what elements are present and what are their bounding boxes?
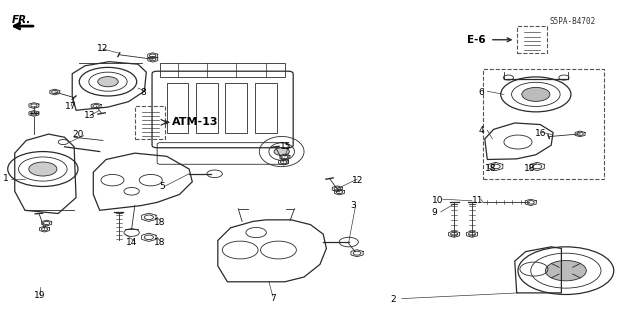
Text: 1: 1	[3, 174, 9, 183]
Text: 15: 15	[280, 142, 292, 151]
Text: 13: 13	[84, 111, 95, 120]
Circle shape	[545, 261, 586, 281]
Circle shape	[98, 77, 118, 87]
Text: E-6: E-6	[467, 35, 486, 45]
Text: 14: 14	[126, 238, 137, 247]
Text: FR.: FR.	[12, 15, 31, 26]
Text: 3: 3	[351, 201, 356, 210]
Text: 16: 16	[534, 129, 546, 138]
Text: 17: 17	[65, 102, 76, 111]
Bar	[167, 83, 188, 132]
Text: S5PA-B4702: S5PA-B4702	[550, 17, 596, 26]
Text: 7: 7	[270, 294, 276, 303]
Text: 9: 9	[432, 208, 438, 217]
Text: 4: 4	[478, 126, 484, 135]
Bar	[225, 83, 247, 132]
Circle shape	[274, 148, 289, 155]
Text: 18: 18	[154, 238, 166, 247]
Bar	[161, 63, 285, 77]
Text: 11: 11	[472, 196, 483, 205]
Circle shape	[522, 87, 550, 101]
Bar	[255, 83, 276, 132]
Text: 20: 20	[72, 130, 84, 139]
Text: 10: 10	[432, 196, 444, 205]
Text: 5: 5	[159, 182, 165, 191]
Text: 18: 18	[524, 164, 536, 173]
Text: 8: 8	[140, 88, 146, 97]
Text: ATM-13: ATM-13	[172, 117, 218, 127]
Text: 6: 6	[478, 88, 484, 97]
Text: 12: 12	[97, 44, 108, 53]
Bar	[196, 83, 218, 132]
Text: 2: 2	[390, 295, 396, 304]
Text: 18: 18	[154, 218, 166, 227]
Circle shape	[29, 162, 57, 176]
Text: 12: 12	[352, 176, 364, 185]
Text: 19: 19	[34, 291, 45, 300]
Text: 18: 18	[484, 164, 496, 173]
